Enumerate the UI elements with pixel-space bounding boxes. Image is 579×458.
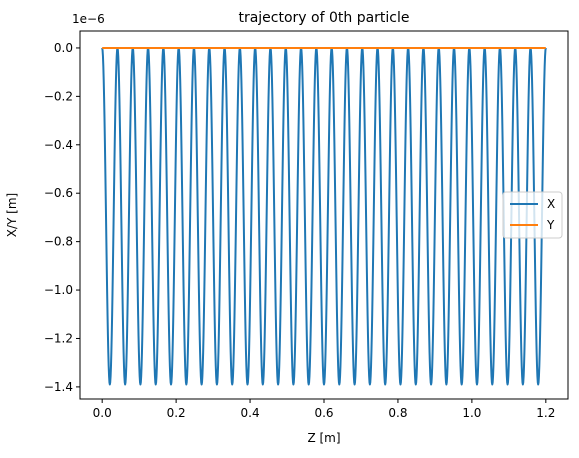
x-tick-label: 1.0 [462, 406, 481, 420]
y-tick-label: −0.2 [44, 89, 73, 103]
x-tick-label: 0.0 [93, 406, 112, 420]
x-axis-ticks: 0.0 0.2 0.4 0.6 0.8 1.0 1.2 [93, 399, 555, 420]
y-tick-label: −0.4 [44, 138, 73, 152]
x-tick-label: 0.8 [388, 406, 407, 420]
y-tick-label: −1.0 [44, 283, 73, 297]
legend: XY [502, 191, 563, 239]
y-tick-label: 0.0 [54, 41, 73, 55]
x-tick-label: 0.4 [241, 406, 260, 420]
chart-title: trajectory of 0th particle [238, 10, 409, 26]
y-axis-offset-label: 1e−6 [72, 12, 105, 26]
y-tick-label: −0.6 [44, 186, 73, 200]
y-tick-label: −1.2 [44, 331, 73, 345]
y-tick-label: −1.4 [44, 380, 73, 394]
x-tick-label: 1.2 [536, 406, 555, 420]
x-tick-label: 0.2 [167, 406, 186, 420]
series-line-x [101, 46, 547, 386]
legend-label-y: Y [546, 218, 555, 232]
x-tick-label: 0.6 [314, 406, 333, 420]
legend-label-x: X [547, 197, 555, 211]
x-axis-label: Z [m] [307, 431, 340, 445]
y-tick-label: −0.8 [44, 235, 73, 249]
y-axis-label: X/Y [m] [5, 193, 19, 237]
y-axis-ticks: 0.0 −0.2 −0.4 −0.6 −0.8 −1.0 −1.2 −1.4 [44, 41, 80, 394]
